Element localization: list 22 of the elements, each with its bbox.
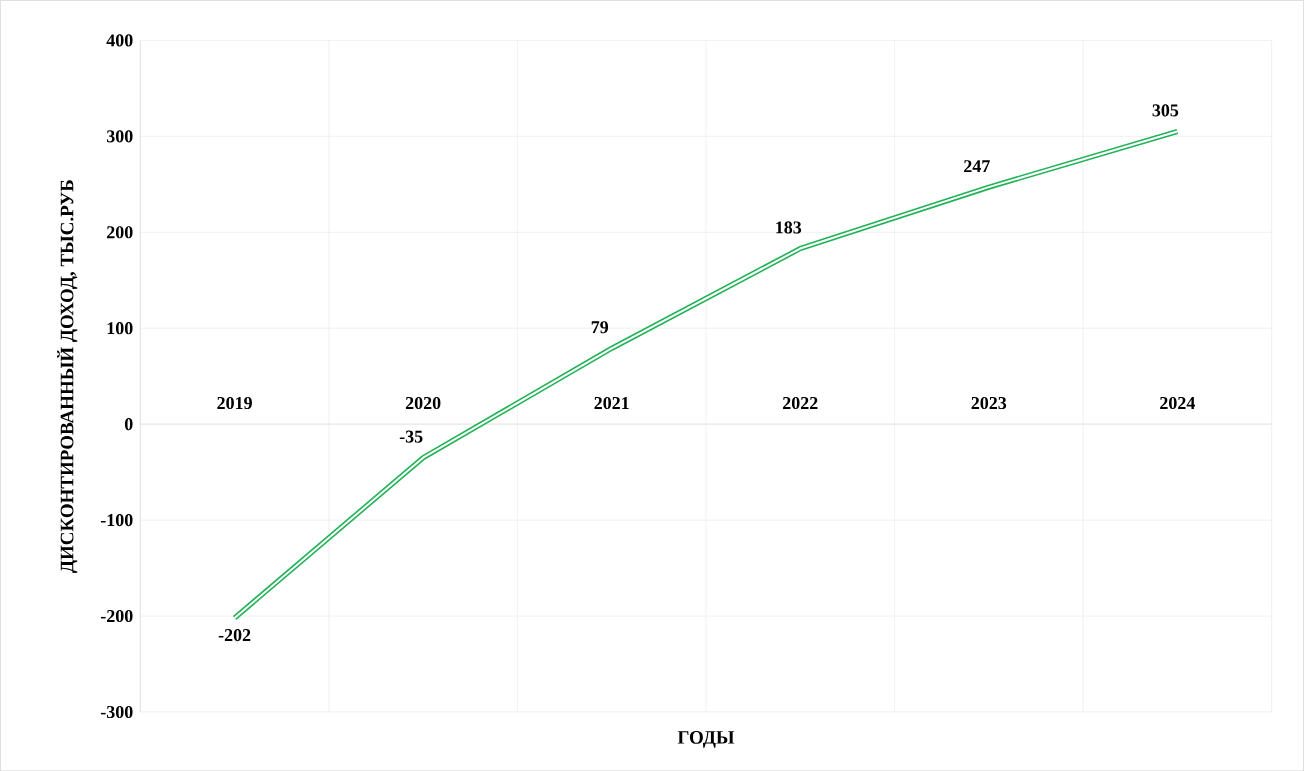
x-axis-title: ГОДЫ xyxy=(677,730,735,748)
x-tick-label: 2024 xyxy=(1160,396,1195,409)
y-tick-label: -100 xyxy=(100,513,133,527)
y-tick-label: 100 xyxy=(107,321,133,335)
data-label: 79 xyxy=(591,321,609,334)
data-label: -202 xyxy=(218,628,251,641)
y-tick-label: 0 xyxy=(124,417,133,431)
y-tick-label: 300 xyxy=(106,130,133,143)
data-label: 247 xyxy=(964,160,990,172)
data-label: 305 xyxy=(1152,104,1179,117)
y-tick-label: -300 xyxy=(100,705,133,718)
x-tick-label: 2021 xyxy=(594,396,629,409)
y-tick-label: 200 xyxy=(107,226,133,239)
data-label: -35 xyxy=(399,430,423,443)
x-tick-label: 2019 xyxy=(217,396,252,409)
y-axis-title: ДИСКОНТИРОВАННЫЙ ДОХОД, ТЫС.РУБ xyxy=(57,180,78,573)
x-tick-label: 2023 xyxy=(971,396,1007,409)
x-tick-label: 2022 xyxy=(783,396,818,409)
x-tick-label: 2020 xyxy=(405,396,441,409)
y-tick-label: -200 xyxy=(100,609,133,622)
data-label: 183 xyxy=(776,221,802,234)
y-tick-label: 400 xyxy=(106,34,133,47)
